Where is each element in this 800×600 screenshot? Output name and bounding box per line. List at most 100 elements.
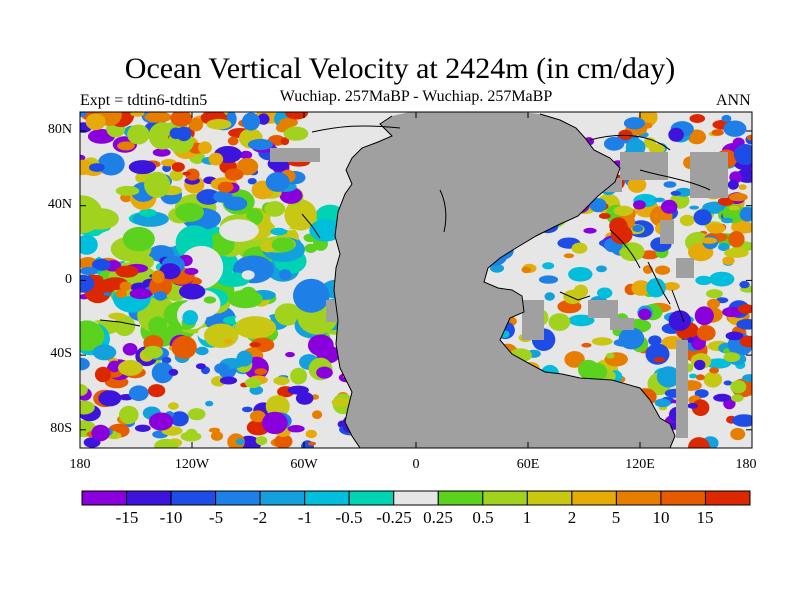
- velocity-patch: [80, 234, 98, 255]
- velocity-patch: [249, 410, 266, 423]
- velocity-patch: [591, 337, 613, 346]
- velocity-patch: [92, 258, 111, 271]
- lat-tick-label: 80S: [50, 421, 72, 436]
- velocity-patch: [249, 385, 264, 395]
- velocity-patch: [80, 154, 86, 161]
- velocity-patch: [631, 280, 651, 296]
- velocity-patch: [742, 374, 752, 382]
- velocity-patch: [128, 385, 149, 402]
- velocity-patch: [706, 289, 723, 299]
- velocity-patch: [168, 368, 179, 376]
- velocity-patch: [290, 367, 308, 385]
- velocity-patch: [606, 352, 615, 359]
- velocity-patch: [489, 263, 505, 273]
- velocity-patch: [144, 171, 171, 198]
- velocity-patch: [736, 319, 752, 330]
- velocity-patch: [668, 127, 684, 142]
- velocity-patch: [316, 366, 333, 379]
- velocity-patch: [182, 171, 191, 176]
- lat-tick-label: 0: [65, 272, 72, 287]
- velocity-patch: [613, 205, 634, 216]
- velocity-patch: [119, 405, 139, 425]
- velocity-patch: [542, 262, 555, 270]
- velocity-patch: [731, 221, 752, 234]
- velocity-patch: [725, 331, 744, 341]
- velocity-patch: [312, 410, 323, 420]
- velocity-patch: [596, 265, 607, 273]
- velocity-patch: [195, 363, 206, 370]
- colorbar-label: -15: [115, 508, 139, 527]
- velocity-patch: [693, 209, 712, 226]
- velocity-patch: [581, 342, 592, 348]
- figure-subtitle: Wuchiap. 257MaBP - Wuchiap. 257MaBP: [279, 88, 553, 105]
- velocity-patch: [244, 377, 262, 388]
- velocity-patch: [733, 144, 752, 165]
- velocity-patch: [280, 137, 290, 146]
- colorbar-label: 1: [522, 508, 532, 527]
- colorbar-swatch: [393, 490, 439, 506]
- velocity-patch: [239, 150, 253, 160]
- velocity-patch: [119, 281, 132, 291]
- velocity-patch: [153, 291, 167, 301]
- velocity-patch: [688, 437, 710, 448]
- velocity-patch: [216, 272, 251, 287]
- velocity-patch: [154, 438, 178, 448]
- velocity-patch: [91, 424, 110, 442]
- velocity-patch: [274, 303, 302, 326]
- velocity-patch: [638, 308, 652, 321]
- velocity-patch: [696, 374, 705, 381]
- velocity-patch: [139, 208, 157, 217]
- velocity-patch: [151, 270, 165, 284]
- velocity-patch: [89, 163, 105, 172]
- velocity-patch: [724, 247, 749, 258]
- velocity-patch: [285, 351, 295, 358]
- colorbar-label: 0.25: [423, 508, 453, 527]
- velocity-patch: [694, 389, 709, 398]
- velocity-patch: [279, 269, 292, 281]
- velocity-patch: [249, 342, 261, 348]
- velocity-patch: [213, 190, 233, 203]
- velocity-patch: [171, 335, 197, 359]
- velocity-patch: [265, 395, 290, 418]
- velocity-patch: [293, 278, 330, 313]
- island-block: [690, 152, 728, 198]
- velocity-patch: [203, 296, 217, 304]
- velocity-patch: [706, 223, 726, 234]
- velocity-patch: [663, 181, 677, 188]
- velocity-patch: [176, 126, 192, 142]
- velocity-patch: [717, 197, 734, 206]
- velocity-patch: [198, 141, 212, 154]
- island-block: [270, 148, 320, 162]
- velocity-patch: [80, 400, 95, 415]
- velocity-patch: [701, 237, 718, 244]
- velocity-patch: [722, 256, 735, 265]
- velocity-patch: [544, 292, 555, 301]
- velocity-patch: [115, 289, 127, 299]
- velocity-patch: [122, 226, 155, 252]
- velocity-patch: [186, 428, 198, 437]
- velocity-patch: [185, 168, 200, 181]
- velocity-patch: [208, 152, 224, 166]
- velocity-patch: [171, 162, 185, 172]
- velocity-patch: [739, 280, 750, 289]
- velocity-patch: [648, 143, 666, 155]
- velocity-patch: [254, 368, 268, 375]
- velocity-patch: [279, 117, 298, 128]
- island-block: [676, 340, 688, 438]
- velocity-patch: [728, 231, 745, 248]
- colorbar-swatch: [304, 490, 350, 506]
- colorbar-swatch: [704, 490, 751, 506]
- velocity-patch: [663, 282, 680, 291]
- colorbar-swatch: [126, 490, 172, 506]
- velocity-patch: [640, 250, 660, 260]
- velocity-patch: [618, 129, 633, 141]
- velocity-patch: [718, 242, 730, 252]
- velocity-patch: [730, 380, 747, 394]
- colorbar-label: 2: [567, 508, 577, 527]
- season-label: ANN: [716, 92, 751, 109]
- velocity-patch: [122, 343, 138, 356]
- velocity-patch: [568, 267, 593, 282]
- velocity-patch: [285, 112, 309, 120]
- velocity-patch: [295, 391, 314, 405]
- coastlines: [99, 113, 711, 448]
